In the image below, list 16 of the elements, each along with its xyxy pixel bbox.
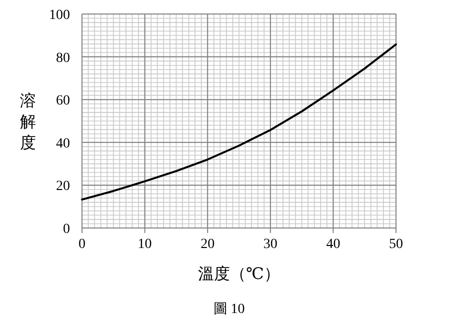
x-axis-title: 溫度（℃） [198,265,280,283]
y-axis-title: 溶解度 [20,92,36,152]
y-tick-label: 60 [56,94,70,109]
x-tick-label: 50 [389,237,403,252]
x-tick-label: 40 [326,237,340,252]
y-tick-label: 100 [49,8,70,23]
x-tick-label: 10 [138,237,152,252]
y-tick-label: 0 [63,222,70,237]
caption: 圖 10 [213,302,245,317]
x-tick-label: 20 [200,237,215,252]
y-tick-label: 80 [56,50,70,66]
x-tick-label: 30 [263,237,278,252]
y-tick-label: 40 [56,136,70,152]
x-tick-label: 0 [78,237,86,252]
y-tick-label: 20 [56,179,70,194]
line-series [81,43,397,201]
